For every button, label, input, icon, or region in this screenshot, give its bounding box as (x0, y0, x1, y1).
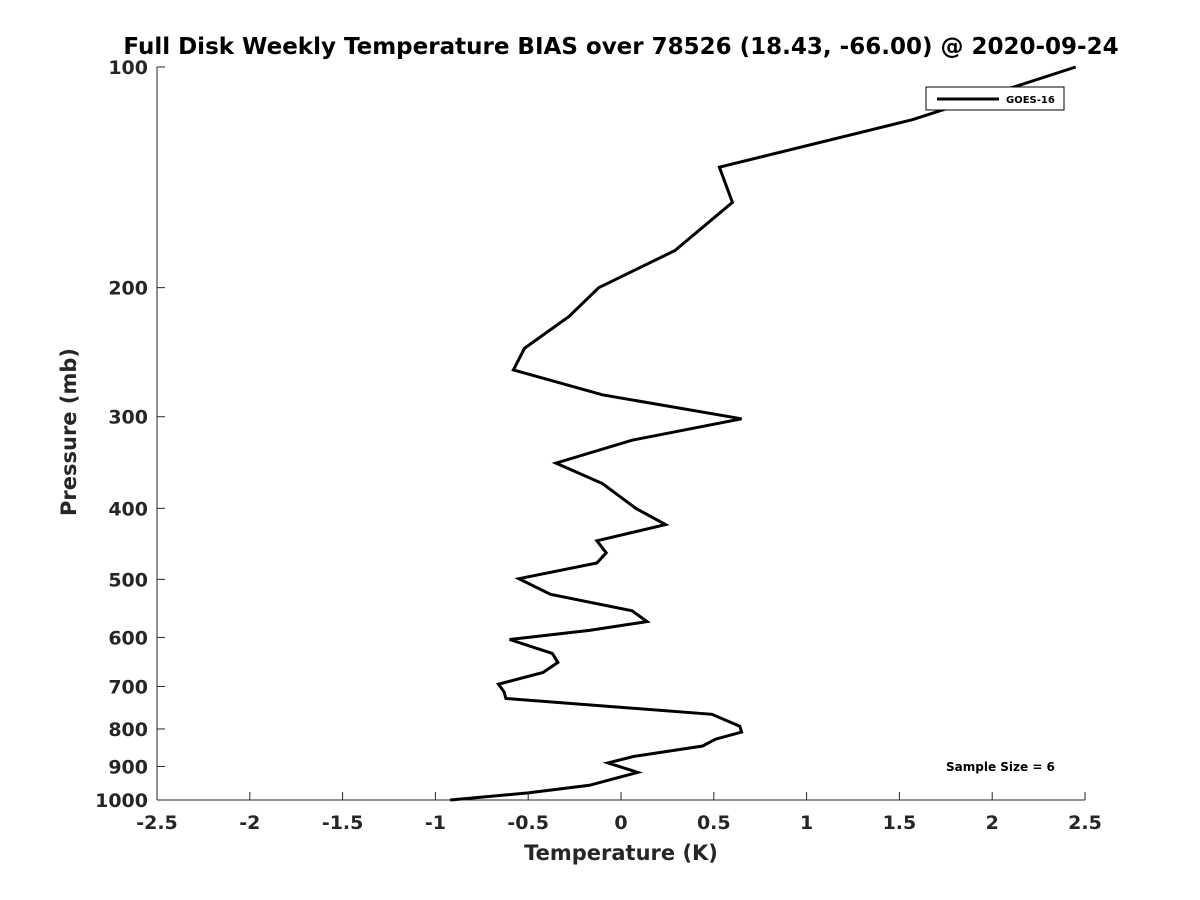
series-line-goes-16 (450, 65, 1077, 802)
x-tick-label: 0 (614, 812, 627, 834)
x-axis-ticks: -2.5 -2 -1.5 -1 -0.5 0 0.5 1 1.5 2 2.5 (136, 792, 1102, 834)
x-axis-label: Temperature (K) (524, 841, 718, 865)
x-tick-label: 1 (800, 812, 813, 834)
y-tick-label: 900 (108, 756, 148, 778)
plot-area (156, 67, 1085, 801)
x-tick-label: 2.5 (1068, 812, 1102, 834)
legend-entry-goes-16: GOES-16 (1006, 95, 1055, 106)
y-tick-label: 500 (108, 569, 148, 591)
x-tick-label: -1.5 (322, 812, 364, 834)
y-tick-label: 600 (108, 627, 148, 649)
x-tick-label: -0.5 (507, 812, 549, 834)
x-tick-label: 2 (986, 812, 999, 834)
legend: GOES-16 (925, 86, 1065, 111)
y-axis-label: Pressure (mb) (57, 348, 81, 516)
y-tick-label: 700 (108, 676, 148, 698)
y-tick-label: 200 (108, 278, 148, 300)
y-tick-label: 100 (108, 57, 148, 79)
x-tick-label: 1.5 (883, 812, 917, 834)
sample-size-annotation: Sample Size = 6 (946, 760, 1055, 774)
x-tick-label: -1 (425, 812, 446, 834)
y-tick-label: 800 (108, 719, 148, 741)
chart-title: Full Disk Weekly Temperature BIAS over 7… (123, 34, 1118, 60)
y-tick-label: 400 (108, 498, 148, 520)
y-tick-label: 1000 (95, 790, 148, 812)
x-tick-label: 0.5 (697, 812, 731, 834)
x-tick-label: -2 (239, 812, 260, 834)
y-axis-ticks: 100 200 300 400 500 600 700 800 900 1000 (95, 57, 165, 812)
x-tick-label: -2.5 (136, 812, 178, 834)
y-tick-label: 300 (108, 407, 148, 429)
